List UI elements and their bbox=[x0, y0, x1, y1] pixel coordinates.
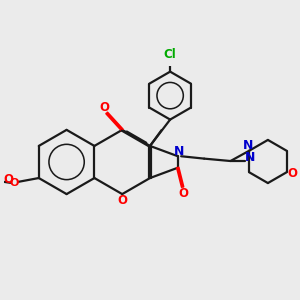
Text: O: O bbox=[117, 194, 127, 207]
Text: O: O bbox=[100, 101, 110, 114]
Text: O: O bbox=[178, 187, 189, 200]
Text: Cl: Cl bbox=[164, 48, 176, 61]
Text: N: N bbox=[174, 145, 184, 158]
Text: N: N bbox=[243, 140, 254, 152]
Text: O: O bbox=[4, 173, 14, 186]
Text: N: N bbox=[245, 151, 255, 164]
Text: O: O bbox=[10, 178, 19, 188]
Text: O: O bbox=[287, 167, 297, 180]
